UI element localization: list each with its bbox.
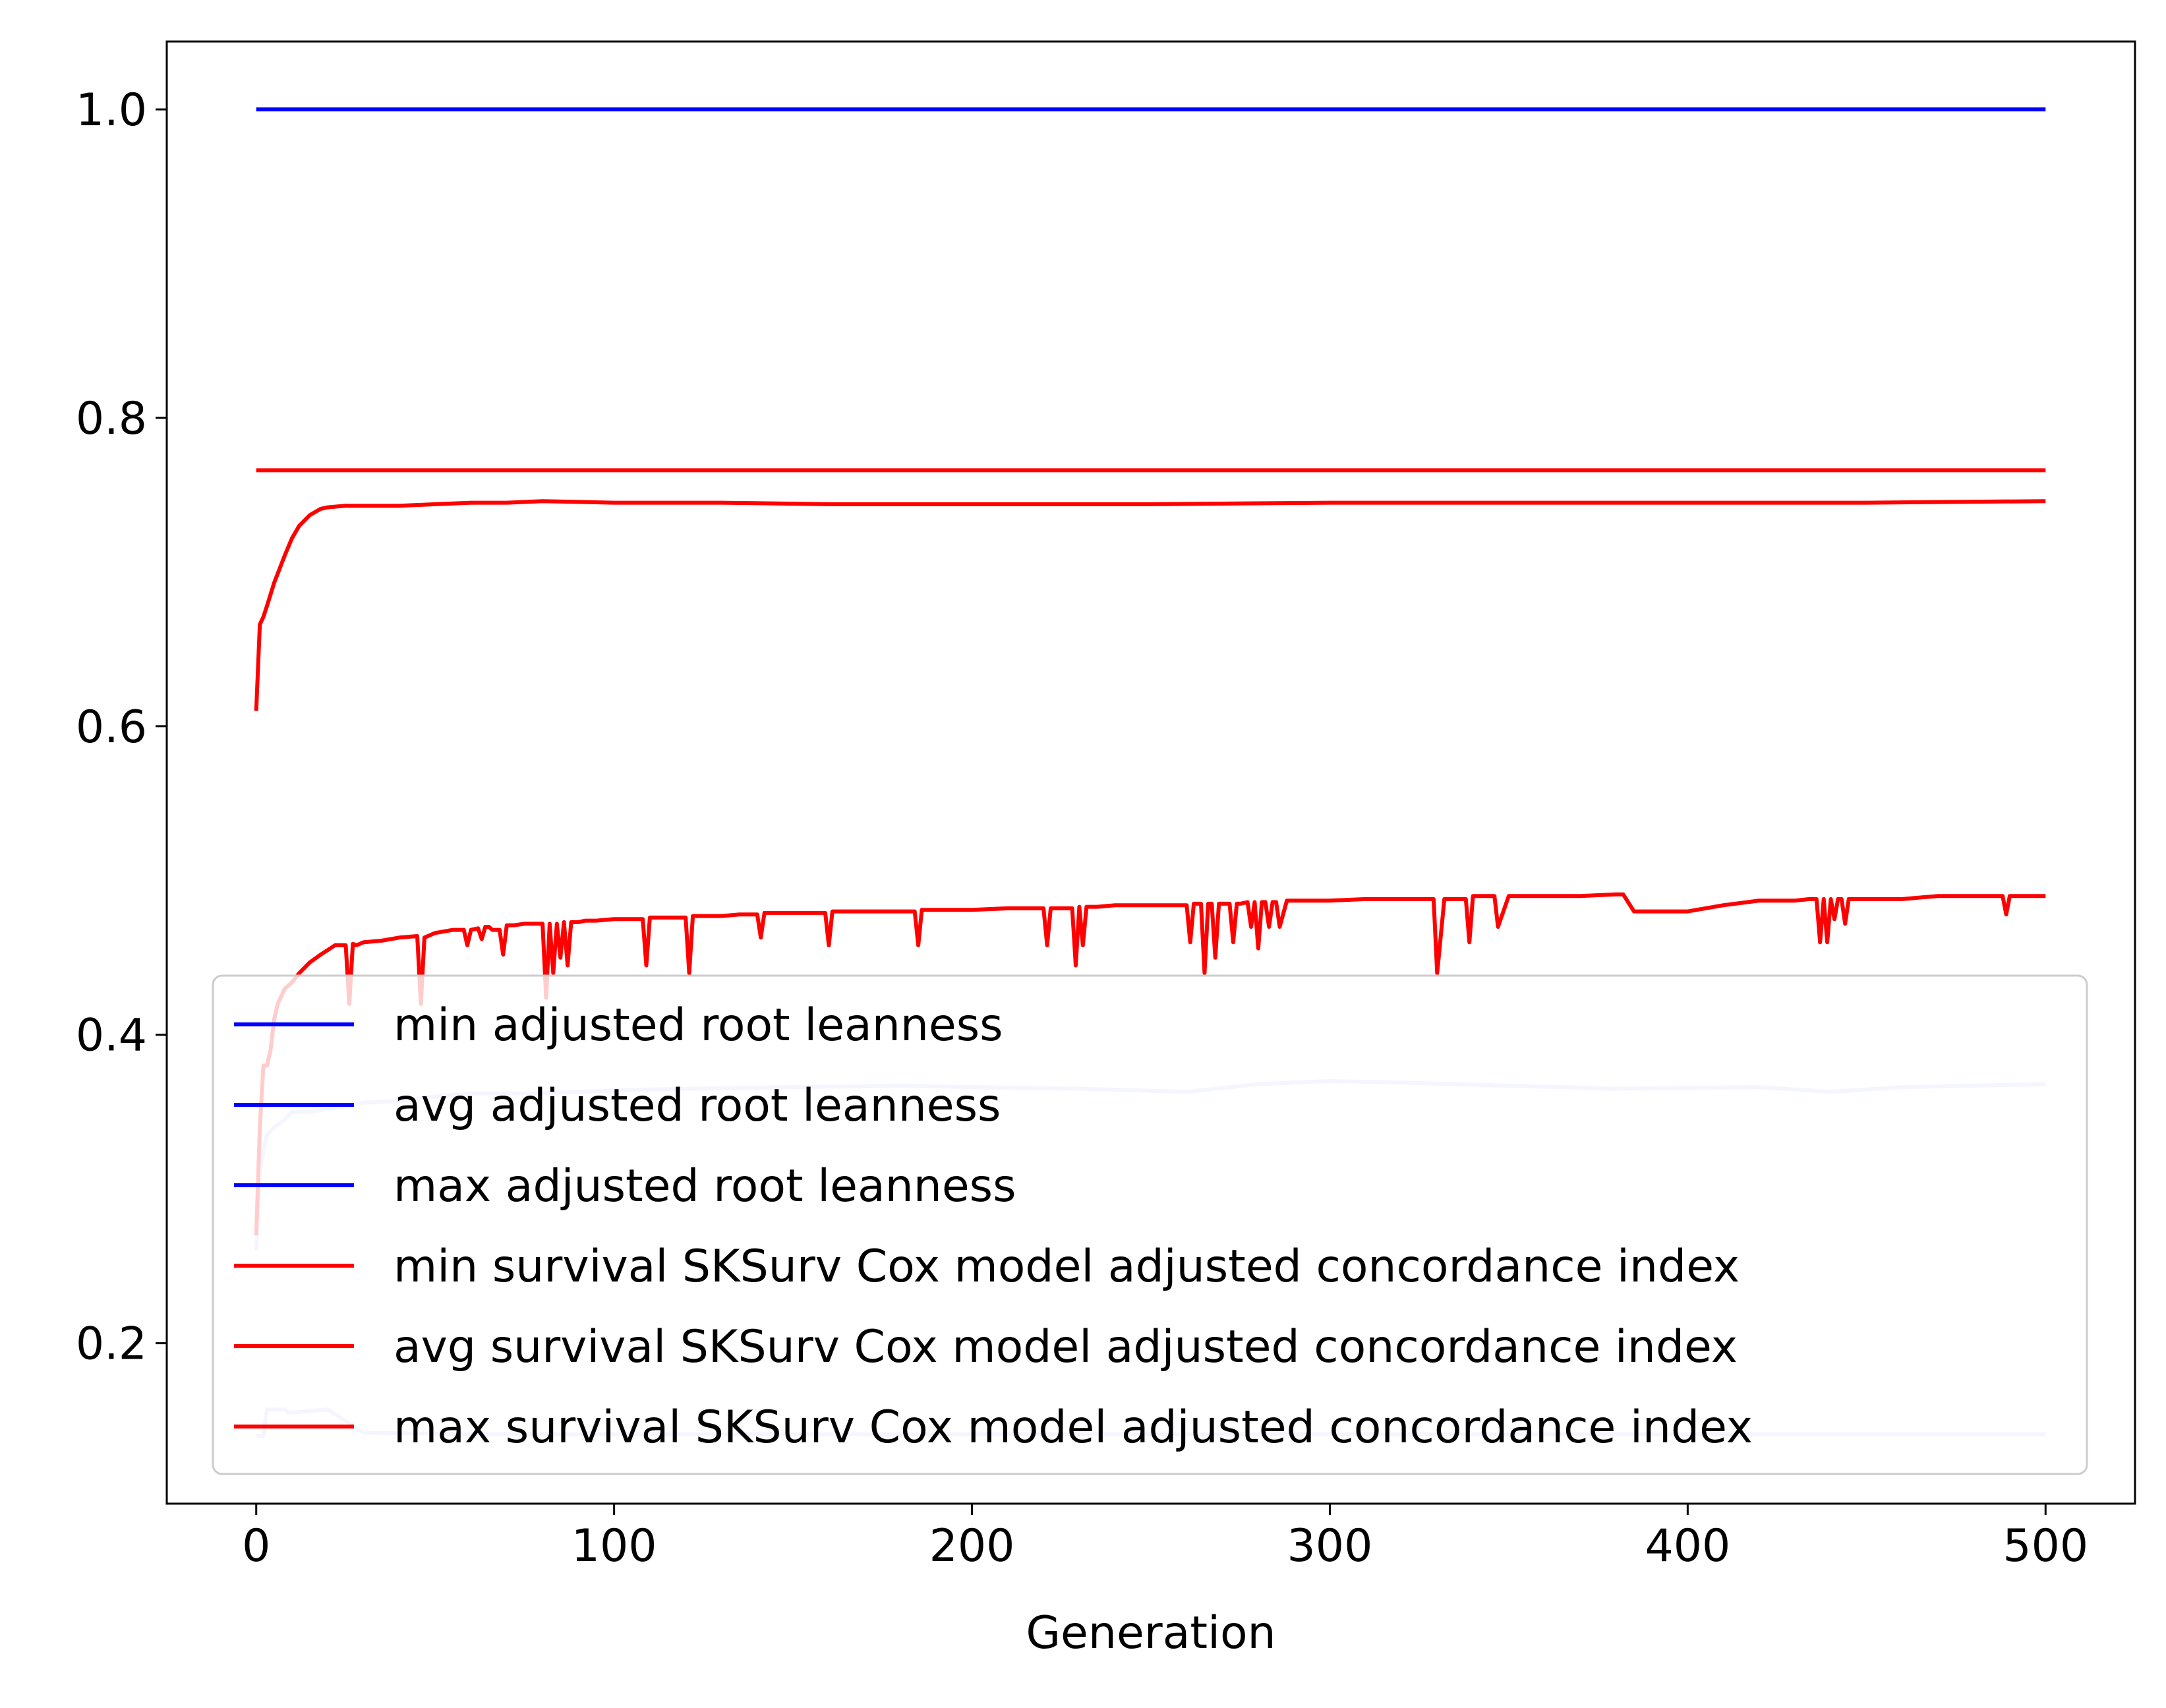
legend-label-min-survival-sksurv-cox-model-adjusted-concordance-index: min survival SKSurv Cox model adjusted c… xyxy=(394,1241,1740,1293)
y-tick-label: 0.8 xyxy=(76,393,147,445)
legend-label-max-adjusted-root-leanness: max adjusted root leanness xyxy=(394,1160,1016,1212)
x-tick-label: 500 xyxy=(2003,1520,2088,1572)
x-tick-label: 400 xyxy=(1645,1520,1730,1572)
legend: min adjusted root leanness avg adjusted r… xyxy=(212,974,2088,1475)
y-tick-label: 0.2 xyxy=(76,1318,147,1370)
x-axis-label: Generation xyxy=(1026,1607,1275,1659)
legend-label-min-adjusted-root-leanness: min adjusted root leanness xyxy=(394,999,1003,1051)
plot-frame xyxy=(165,40,2136,1505)
legend-label-avg-adjusted-root-leanness: avg adjusted root leanness xyxy=(394,1080,1001,1132)
legend-label-max-survival-sksurv-cox-model-adjusted-concordance-index: max survival SKSurv Cox model adjusted c… xyxy=(394,1401,1753,1454)
x-tick-label: 100 xyxy=(571,1520,657,1572)
series-line-min-survival-sksurv-cox-model-adjusted-concordance-index xyxy=(254,892,2046,1236)
legend-box xyxy=(212,974,2088,1475)
legend-entries: min adjusted root leanness avg adjusted r… xyxy=(234,999,1753,1454)
y-tick-label: 0.4 xyxy=(76,1010,147,1062)
legend-label-avg-survival-sksurv-cox-model-adjusted-concordance-index: avg survival SKSurv Cox model adjusted c… xyxy=(394,1321,1738,1373)
x-tick-label: 0 xyxy=(242,1520,270,1572)
x-tick-label: 300 xyxy=(1287,1520,1373,1572)
y-tick-label: 0.6 xyxy=(76,701,147,753)
y-tick-label: 1.0 xyxy=(76,84,147,136)
series-line-avg-survival-sksurv-cox-model-adjusted-concordance-index xyxy=(254,499,2046,711)
x-axis: 0 100 200 300 400 500 xyxy=(242,1504,2088,1572)
x-tick-label: 200 xyxy=(929,1520,1015,1572)
y-axis: 0.2 0.4 0.6 0.8 1.0 xyxy=(76,84,167,1370)
